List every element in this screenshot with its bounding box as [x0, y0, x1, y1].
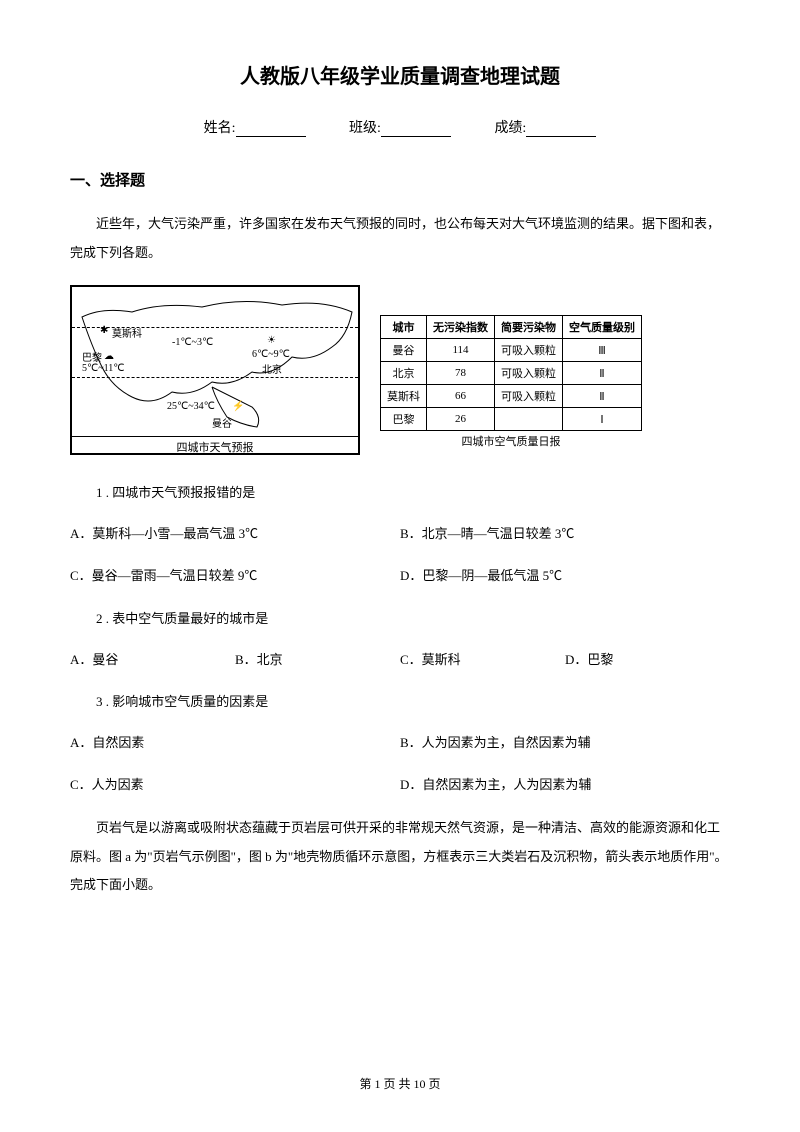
figure-row: ✱ 莫斯科 -1℃~3℃ 巴黎 ☁ 5℃~11℃ ☀ 6℃~9℃ 北京 25℃~… [70, 285, 730, 455]
th-city: 城市 [381, 316, 427, 339]
cell: 66 [427, 385, 495, 408]
cell: 114 [427, 339, 495, 362]
q1-option-a: A．莫斯科—小雪—最高气温 3℃ [70, 520, 400, 549]
map-content: ✱ 莫斯科 -1℃~3℃ 巴黎 ☁ 5℃~11℃ ☀ 6℃~9℃ 北京 25℃~… [72, 287, 358, 437]
cell: 可吸入颗粒 [495, 362, 563, 385]
map-bangkok-icon: ⚡ [232, 401, 244, 412]
score-underline [526, 123, 596, 137]
class-field: 班级: [349, 117, 451, 137]
score-field: 成绩: [494, 117, 596, 137]
q1-option-d: D．巴黎—阴—最低气温 5℃ [400, 562, 730, 591]
th-pollutant: 简要污染物 [495, 316, 563, 339]
cell: Ⅲ [563, 339, 642, 362]
q2-option-c: C．莫斯科 [400, 646, 565, 675]
intro-paragraph: 近些年，大气污染严重，许多国家在发布天气预报的同时，也公布每天对大气环境监测的结… [70, 210, 730, 267]
question-3: 3 . 影响城市空气质量的因素是 [70, 688, 730, 717]
cell: Ⅰ [563, 408, 642, 431]
cell: 可吸入颗粒 [495, 339, 563, 362]
map-caption: 四城市天气预报 [72, 439, 358, 455]
map-bangkok-label: 曼谷 [212, 415, 232, 430]
name-field: 姓名: [204, 117, 306, 137]
shale-paragraph: 页岩气是以游离或吸附状态蕴藏于页岩层可供开采的非常规天然气资源，是一种清洁、高效… [70, 814, 730, 900]
q1-option-b: B．北京—晴—气温日较差 3℃ [400, 520, 730, 549]
map-bangkok-temp: 25℃~34℃ [167, 401, 215, 412]
footer-suffix: 页 [426, 1077, 441, 1091]
q1-option-c: C．曼谷—雷雨—气温日较差 9℃ [70, 562, 400, 591]
q2-option-b: B．北京 [235, 646, 400, 675]
q1-options-row1: A．莫斯科—小雪—最高气温 3℃ B．北京—晴—气温日较差 3℃ [70, 520, 730, 549]
table-header-row: 城市 无污染指数 简要污染物 空气质量级别 [381, 316, 642, 339]
cell: 78 [427, 362, 495, 385]
q2-options-row: A．曼谷 B．北京 C．莫斯科 D．巴黎 [70, 646, 730, 675]
q2-option-a: A．曼谷 [70, 646, 235, 675]
cell: 可吸入颗粒 [495, 385, 563, 408]
q2-option-d: D．巴黎 [565, 646, 730, 675]
weather-map: ✱ 莫斯科 -1℃~3℃ 巴黎 ☁ 5℃~11℃ ☀ 6℃~9℃ 北京 25℃~… [70, 285, 360, 455]
q3-option-d: D．自然因素为主，人为因素为辅 [400, 771, 730, 800]
th-level: 空气质量级别 [563, 316, 642, 339]
footer-total: 10 [414, 1077, 426, 1091]
cell: Ⅱ [563, 362, 642, 385]
table-caption: 四城市空气质量日报 [380, 433, 642, 449]
page-title: 人教版八年级学业质量调查地理试题 [70, 60, 730, 89]
map-moscow-marker: ✱ [100, 325, 108, 336]
map-moscow-temp: -1℃~3℃ [172, 337, 213, 348]
q3-option-b: B．人为因素为主，自然因素为辅 [400, 729, 730, 758]
table-row: 巴黎 26 Ⅰ [381, 408, 642, 431]
cell: 巴黎 [381, 408, 427, 431]
name-underline [236, 123, 306, 137]
cell [495, 408, 563, 431]
question-1: 1 . 四城市天气预报报错的是 [70, 479, 730, 508]
map-beijing-label: 北京 [262, 361, 282, 376]
q3-options-row2: C．人为因素 D．自然因素为主，人为因素为辅 [70, 771, 730, 800]
q3-option-c: C．人为因素 [70, 771, 400, 800]
name-label: 姓名: [204, 121, 236, 136]
page-footer: 第 1 页 共 10 页 [0, 1075, 800, 1092]
footer-middle: 页 共 [380, 1077, 413, 1091]
map-paris-temp: 5℃~11℃ [82, 363, 125, 374]
map-paris-icon: ☁ [104, 351, 114, 362]
th-index: 无污染指数 [427, 316, 495, 339]
cell: 26 [427, 408, 495, 431]
cell: 莫斯科 [381, 385, 427, 408]
q1-options-row2: C．曼谷—雷雨—气温日较差 9℃ D．巴黎—阴—最低气温 5℃ [70, 562, 730, 591]
q3-option-a: A．自然因素 [70, 729, 400, 758]
section-1-title: 一、选择题 [70, 169, 730, 190]
class-underline [381, 123, 451, 137]
map-beijing-icon: ☀ [267, 335, 276, 346]
map-beijing-temp: 6℃~9℃ [252, 349, 290, 360]
cell: 曼谷 [381, 339, 427, 362]
air-quality-table: 城市 无污染指数 简要污染物 空气质量级别 曼谷 114 可吸入颗粒 Ⅲ 北京 … [380, 315, 642, 431]
cell: 北京 [381, 362, 427, 385]
table-container: 城市 无污染指数 简要污染物 空气质量级别 曼谷 114 可吸入颗粒 Ⅲ 北京 … [380, 285, 642, 449]
footer-prefix: 第 [359, 1077, 374, 1091]
table-row: 曼谷 114 可吸入颗粒 Ⅲ [381, 339, 642, 362]
map-moscow-label: 莫斯科 [112, 325, 142, 340]
question-2: 2 . 表中空气质量最好的城市是 [70, 605, 730, 634]
table-row: 北京 78 可吸入颗粒 Ⅱ [381, 362, 642, 385]
table-row: 莫斯科 66 可吸入颗粒 Ⅱ [381, 385, 642, 408]
cell: Ⅱ [563, 385, 642, 408]
map-container: ✱ 莫斯科 -1℃~3℃ 巴黎 ☁ 5℃~11℃ ☀ 6℃~9℃ 北京 25℃~… [70, 285, 360, 455]
student-info-line: 姓名: 班级: 成绩: [70, 117, 730, 137]
class-label: 班级: [349, 121, 381, 136]
q3-options-row1: A．自然因素 B．人为因素为主，自然因素为辅 [70, 729, 730, 758]
map-paris-label: 巴黎 [82, 349, 102, 364]
score-label: 成绩: [494, 121, 526, 136]
